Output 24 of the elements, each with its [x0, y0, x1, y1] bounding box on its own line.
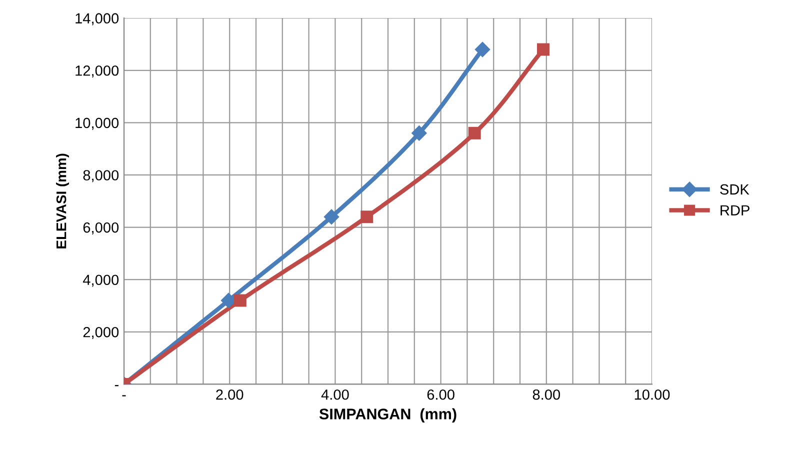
- y-tick-label: 2,000: [83, 327, 119, 340]
- x-axis-title: SIMPANGAN (mm): [319, 408, 456, 422]
- x-tick-label: 2.00: [216, 389, 244, 400]
- point: [468, 126, 481, 140]
- legend-label: RDP: [720, 205, 750, 216]
- x-tick-label: 10.00: [634, 389, 670, 400]
- point: [234, 294, 246, 307]
- point: [324, 209, 340, 224]
- y-tick-label: -: [114, 385, 118, 386]
- y-axis-title: ELEVASI (mm): [56, 154, 69, 248]
- x-tick-label: 8.00: [532, 389, 560, 400]
- y-tick-label: 10,000: [76, 118, 119, 130]
- y-tick-label: 6,000: [83, 222, 119, 234]
- point: [360, 210, 374, 224]
- y-tick-label: 4,000: [82, 274, 119, 287]
- y-tick-label: 14,000: [76, 13, 119, 26]
- point: [536, 43, 550, 56]
- x-tick-label: 4.00: [321, 389, 349, 400]
- point: [412, 126, 427, 141]
- point: [474, 42, 490, 58]
- x-tick-label: 6.00: [427, 389, 454, 400]
- legend-label: SDK: [720, 184, 750, 195]
- y-tick-label: 8,000: [83, 170, 119, 182]
- y-tick-label: 12,000: [76, 65, 119, 78]
